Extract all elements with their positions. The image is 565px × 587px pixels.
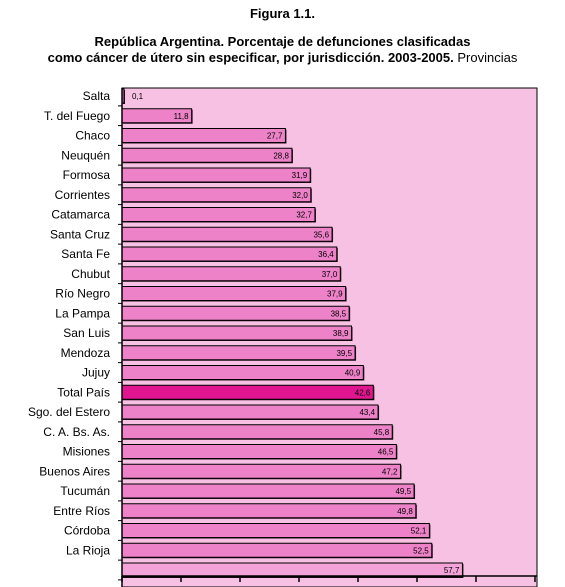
- category-label: T. del Fuego: [44, 109, 110, 123]
- category-label: Misiones: [63, 445, 110, 459]
- value-label: 32,7: [296, 211, 312, 220]
- bar-chubut: [121, 266, 341, 282]
- value-label: 38,9: [333, 329, 349, 338]
- value-label: 42,6: [355, 388, 371, 397]
- value-label: 52,5: [413, 546, 429, 555]
- bar-formosa: [121, 167, 311, 183]
- category-label: Neuquén: [61, 148, 110, 162]
- value-label: 46,5: [378, 448, 394, 457]
- value-label: 0,1: [132, 92, 144, 101]
- value-label: 47,2: [382, 467, 398, 476]
- value-label: 57,7: [444, 566, 460, 575]
- bar-mendoza: [121, 345, 356, 361]
- category-label: Salta: [83, 89, 111, 103]
- figure-number: Figura 1.1.: [249, 6, 316, 21]
- bar-chaco: [121, 128, 286, 143]
- category-label: Córdoba: [64, 524, 110, 538]
- bar-san-luis: [121, 325, 353, 341]
- category-label: La Rioja: [66, 543, 110, 557]
- bar-corrientes: [121, 187, 312, 203]
- bar-unlabeled: [121, 562, 463, 578]
- bar-santa-fe: [121, 246, 338, 262]
- chart-title-line2-bold: como cáncer de útero sin especificar, po…: [47, 50, 454, 65]
- category-label: Formosa: [63, 168, 111, 182]
- x-ticks: [121, 576, 536, 582]
- category-label: Río Negro: [55, 287, 110, 301]
- category-label: San Luis: [63, 326, 110, 340]
- value-label: 49,8: [397, 507, 413, 516]
- category-label: Santa Cruz: [50, 227, 110, 241]
- category-label: La Pampa: [55, 306, 110, 320]
- category-label: Catamarca: [51, 208, 110, 222]
- value-label: 38,5: [331, 309, 347, 318]
- value-label: 36,4: [318, 250, 334, 259]
- category-label: Corrientes: [55, 188, 110, 202]
- value-label: 45,8: [374, 428, 390, 437]
- bar-sgo-del-estero: [121, 404, 379, 420]
- category-label: Entre Ríos: [53, 504, 110, 518]
- bar-río-negro: [121, 286, 347, 301]
- value-label: 32,0: [292, 191, 308, 200]
- value-label: 37,0: [322, 270, 338, 279]
- bar-la-pampa: [121, 305, 350, 321]
- bar-total-país: [121, 384, 374, 400]
- chart-title-line2-normal: Provincias: [457, 50, 518, 65]
- chart-title-line2: como cáncer de útero sin especificar, po…: [0, 50, 565, 65]
- value-label: 28,8: [273, 151, 289, 160]
- category-label: C. A. Bs. As.: [43, 425, 110, 439]
- value-label: 52,1: [411, 527, 427, 536]
- value-label: 35,6: [313, 230, 329, 239]
- category-label: Jujuy: [82, 366, 110, 380]
- bar-misiones: [121, 444, 397, 459]
- category-label: Chaco: [75, 129, 110, 143]
- bar-jujuy: [121, 365, 364, 380]
- value-label: 49,5: [395, 487, 411, 496]
- bars-layer: 0,1 Salta 11,8 T. del Fuego 27,7 Chaco 28,8 Neu…: [28, 88, 464, 581]
- value-label: 40,9: [345, 369, 361, 378]
- bar-córdoba: [121, 523, 430, 538]
- bar-la-rioja: [121, 542, 433, 558]
- value-label: 39,5: [336, 349, 352, 358]
- chart-title-line1: República Argentina. Porcentaje de defun…: [94, 34, 471, 49]
- value-label: 11,8: [174, 112, 190, 121]
- bar-entre-ríos: [121, 503, 417, 519]
- value-label: 31,9: [292, 171, 308, 180]
- bar-santa-cruz: [121, 226, 333, 242]
- category-label: Mendoza: [61, 346, 111, 360]
- category-label: Tucumán: [60, 484, 110, 498]
- value-label: 27,7: [267, 132, 283, 141]
- category-label: Total País: [57, 385, 110, 399]
- category-label: Chubut: [71, 267, 110, 281]
- category-label: Buenos Aires: [39, 464, 110, 478]
- bar-catamarca: [121, 207, 316, 222]
- category-label: Sgo. del Estero: [28, 405, 110, 419]
- bar-neuquén: [121, 147, 293, 163]
- category-label: Santa Fe: [61, 247, 110, 261]
- bar-buenos-aires: [121, 463, 401, 479]
- value-label: 43,4: [359, 408, 375, 417]
- bar-tucumán: [121, 483, 415, 499]
- value-label: 37,9: [327, 290, 343, 299]
- bar-c-a-bs-as-: [121, 424, 393, 440]
